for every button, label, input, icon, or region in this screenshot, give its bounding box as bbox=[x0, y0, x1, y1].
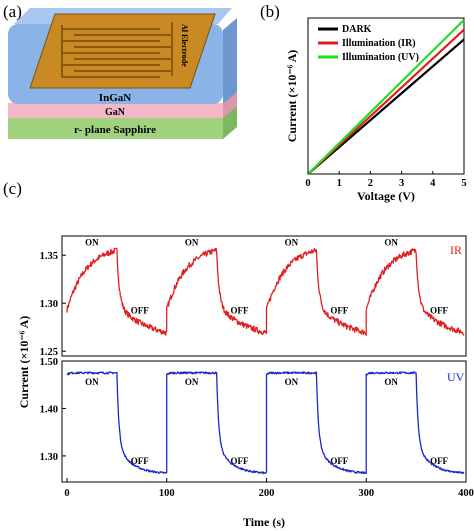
electrode-pad bbox=[29, 13, 216, 89]
iv-xtick-label: 3 bbox=[399, 178, 404, 189]
iv-chart: 0 1 2 3 4 5 DARK Illumination (IR) Illuminati… bbox=[285, 17, 467, 203]
uv-xticks: 0 100 200 300 400 bbox=[64, 478, 474, 499]
device-schematic: r- plane Sapphire GaN InGaN bbox=[8, 8, 237, 139]
uv-ann-on-label: ON bbox=[85, 377, 99, 387]
ir-ann-off-label: OFF bbox=[330, 306, 348, 316]
uv-ann-off-label: OFF bbox=[330, 456, 348, 466]
ir-yticks-label: 1.30 bbox=[40, 299, 58, 310]
ir-series-group bbox=[66, 247, 465, 336]
iv-xtick-label: 4 bbox=[430, 178, 436, 189]
ir-yticks: 1.25 1.30 1.35 bbox=[40, 251, 66, 358]
panel-label-a: (a) bbox=[3, 2, 22, 21]
uv-ann-on-label: ON bbox=[285, 377, 299, 387]
uv-chart: 1.301.401.50 0 100 200 300 400 ONOFFONOFFONO… bbox=[17, 316, 474, 529]
ir-yticks-label: 1.35 bbox=[40, 251, 58, 262]
ir-ann-on-label: ON bbox=[85, 237, 99, 247]
electrode-label: Al Electrode bbox=[180, 24, 189, 67]
gan-layer bbox=[8, 91, 237, 118]
panel-label-b: (b) bbox=[260, 2, 280, 21]
uv-xticks-label: 400 bbox=[458, 488, 474, 499]
uv-xticks-label: 100 bbox=[159, 488, 175, 499]
legend-label-dark: DARK bbox=[342, 24, 372, 35]
ir-ann-off-label: OFF bbox=[231, 306, 249, 316]
sapphire-label: r- plane Sapphire bbox=[74, 124, 156, 136]
uv-ann-off-label: OFF bbox=[131, 456, 149, 466]
uv-xticks-label: 300 bbox=[358, 488, 374, 499]
iv-xlabel: Voltage (V) bbox=[357, 189, 415, 203]
ir-ann-on-label: ON bbox=[285, 237, 299, 247]
ir-tag: IR bbox=[450, 243, 462, 257]
iv-xtick-label: 1 bbox=[337, 178, 342, 189]
uv-ann-on-label: ON bbox=[384, 377, 398, 387]
ir-annotations: ON OFF ON OFF ON OFF ON OFF bbox=[85, 237, 448, 315]
iv-legend: DARK Illumination (IR) Illumination (UV) bbox=[318, 24, 419, 63]
iv-xtick-label: 5 bbox=[461, 178, 466, 189]
legend-label-ir: Illumination (IR) bbox=[342, 38, 416, 49]
uv-yticks-label: 1.30 bbox=[40, 452, 58, 463]
iv-series-line-0 bbox=[307, 38, 465, 175]
uv-ann-off-label: OFF bbox=[231, 456, 249, 466]
iv-xticks: 0 1 2 3 4 5 bbox=[305, 171, 467, 189]
ir-ann-off-label: OFF bbox=[131, 306, 149, 316]
iv-series-group bbox=[307, 19, 465, 175]
gan-label: GaN bbox=[105, 107, 126, 118]
ir-yticks-label: 1.25 bbox=[40, 347, 58, 358]
uv-plot-frame bbox=[61, 360, 467, 483]
ir-chart: 1.25 1.30 1.35 ON OFF ON OFF ON OFF ON OFF IR bbox=[40, 235, 467, 358]
c-ylabel: Current (×10⁻⁶ A) bbox=[17, 316, 31, 409]
uv-series-group bbox=[66, 371, 465, 475]
iv-series-line-2 bbox=[307, 19, 465, 175]
c-xlabel: Time (s) bbox=[243, 515, 285, 529]
ingan-label: InGaN bbox=[99, 92, 131, 104]
ir-ann-on-label: ON bbox=[384, 237, 398, 247]
ir-series-line bbox=[66, 247, 465, 336]
uv-tag: UV bbox=[447, 370, 465, 384]
iv-xtick-label: 0 bbox=[305, 178, 310, 189]
uv-annotations: ON OFF ON OFF ON OFF ON OFF bbox=[85, 377, 448, 466]
uv-yticks-label: 1.50 bbox=[40, 357, 58, 368]
uv-xticks-label: 0 bbox=[64, 488, 69, 499]
iv-xtick-label: 2 bbox=[368, 178, 373, 189]
iv-ylabel: Current (×10⁻⁶ A) bbox=[285, 50, 299, 143]
panel-label-c: (c) bbox=[3, 179, 22, 198]
ir-ann-on-label: ON bbox=[185, 237, 199, 247]
uv-yticks: 1.30 1.40 1.50 bbox=[40, 357, 66, 463]
ir-ann-off-label: OFF bbox=[430, 306, 448, 316]
ir-plot-frame bbox=[61, 235, 467, 357]
iv-series-line-1 bbox=[307, 28, 465, 175]
uv-ann-on-label: ON bbox=[185, 377, 199, 387]
uv-yticks-label: 1.40 bbox=[40, 404, 58, 415]
uv-xticks-label: 200 bbox=[259, 488, 275, 499]
uv-series-line bbox=[66, 371, 465, 475]
uv-ann-off-label: OFF bbox=[430, 456, 448, 466]
legend-label-uv: Illumination (UV) bbox=[342, 52, 419, 63]
iv-plot-frame bbox=[307, 17, 465, 175]
